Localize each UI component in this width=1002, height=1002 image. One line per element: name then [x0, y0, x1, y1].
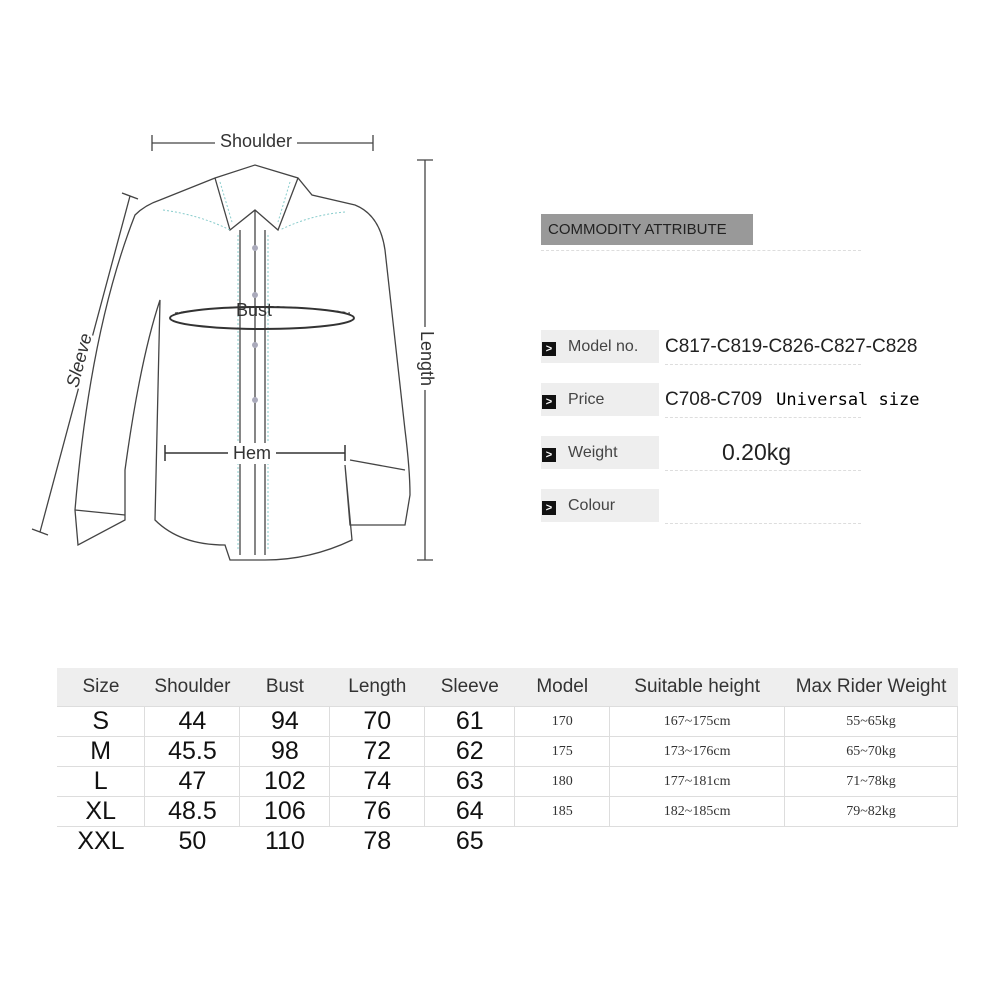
table-cell: 175 — [514, 736, 611, 767]
table-cell: 98 — [239, 736, 331, 767]
column-header: Sleeve — [424, 668, 515, 707]
table-cell: S — [57, 706, 146, 737]
column-header: Max Rider Weight — [784, 668, 958, 707]
shoulder-label: Shoulder — [215, 131, 298, 152]
table-row: L 47 102 74 63 180 177~181cm 71~78kg — [57, 766, 958, 797]
table-cell: XXL — [77, 827, 125, 855]
divider — [541, 250, 861, 251]
table-cell: 50 — [178, 827, 207, 855]
column-header: Suitable height — [609, 668, 785, 707]
table-cell: 71~78kg — [784, 766, 958, 797]
table-cell: 65 — [455, 827, 484, 855]
column-header: Size — [57, 668, 145, 707]
table-cell: 177~181cm — [609, 766, 786, 797]
size-table: Size Shoulder Bust Length Sleeve Model Suitabl… — [57, 668, 958, 856]
table-cell: 63 — [424, 766, 516, 797]
table-cell: 47 — [144, 766, 241, 797]
bust-ellipse — [169, 306, 355, 330]
table-cell: 76 — [329, 796, 426, 827]
commodity-attribute-title: COMMODITY ATTRIBUTE — [541, 214, 753, 245]
attr-label: Weight — [568, 444, 618, 461]
attr-value: C817-C819-C826-C827-C828 — [665, 336, 918, 357]
attr-value: C708-C709 — [665, 389, 763, 410]
table-cell: 173~176cm — [609, 736, 786, 767]
table-cell: M — [57, 736, 146, 767]
table-cell: 44 — [144, 706, 241, 737]
table-cell — [610, 827, 785, 857]
table-cell: 48.5 — [144, 796, 241, 827]
table-cell: 62 — [424, 736, 516, 767]
arrow-icon: > — [542, 448, 556, 462]
attr-model: > Model no. C817-C819-C826-C827-C828 — [541, 330, 917, 365]
table-cell: 79~82kg — [784, 796, 958, 827]
attr-price: > Price C708-C709 Universal size — [541, 383, 919, 418]
arrow-icon: > — [542, 342, 556, 356]
attr-value: 0.20kg — [722, 439, 792, 465]
table-cell: 61 — [424, 706, 516, 737]
table-cell: XL — [57, 796, 146, 827]
table-cell: L — [57, 766, 146, 797]
table-row: M 45.5 98 72 62 175 173~176cm 65~70kg — [57, 736, 958, 767]
table-cell — [785, 827, 958, 857]
table-header: Size Shoulder Bust Length Sleeve Model Suitabl… — [57, 668, 958, 707]
table-cell: 170 — [514, 706, 611, 737]
table-row: S 44 94 70 61 170 167~175cm 55~65kg — [57, 706, 958, 737]
table-cell: 45.5 — [144, 736, 241, 767]
attr-weight: > Weight 0.20kg — [541, 436, 861, 471]
table-cell: 65~70kg — [784, 736, 958, 767]
table-cell: 110 — [264, 827, 305, 855]
attr-label: Model no. — [568, 338, 639, 355]
hem-label: Hem — [228, 443, 277, 464]
bust-label: Bust — [236, 300, 273, 320]
table-row: XL 48.5 106 76 64 185 182~185cm 79~82kg — [57, 796, 958, 827]
attr-colour: > Colour — [541, 489, 861, 524]
table-cell: 185 — [514, 796, 611, 827]
column-header: Bust — [239, 668, 330, 707]
table-cell — [515, 827, 610, 857]
attr-extra: Universal size — [776, 390, 920, 410]
attr-label: Price — [568, 391, 605, 408]
table-cell: 182~185cm — [609, 796, 786, 827]
table-cell: 94 — [239, 706, 331, 737]
table-cell: 106 — [239, 796, 331, 827]
arrow-icon: > — [542, 501, 556, 515]
attr-label: Colour — [568, 497, 616, 514]
table-row: XXL 50 110 78 65 — [57, 827, 958, 857]
arrow-icon: > — [542, 395, 556, 409]
table-cell: 102 — [239, 766, 331, 797]
column-header: Length — [329, 668, 425, 707]
table-cell: 72 — [329, 736, 426, 767]
column-header: Model — [514, 668, 610, 707]
length-label: Length — [416, 326, 438, 391]
table-cell: 64 — [424, 796, 516, 827]
table-cell: 55~65kg — [784, 706, 958, 737]
table-cell: 70 — [329, 706, 426, 737]
table-cell: 74 — [329, 766, 426, 797]
column-header: Shoulder — [144, 668, 240, 707]
shirt-outline — [74, 164, 411, 561]
table-cell: 167~175cm — [609, 706, 786, 737]
table-cell: 78 — [363, 827, 392, 855]
table-cell: 180 — [514, 766, 611, 797]
